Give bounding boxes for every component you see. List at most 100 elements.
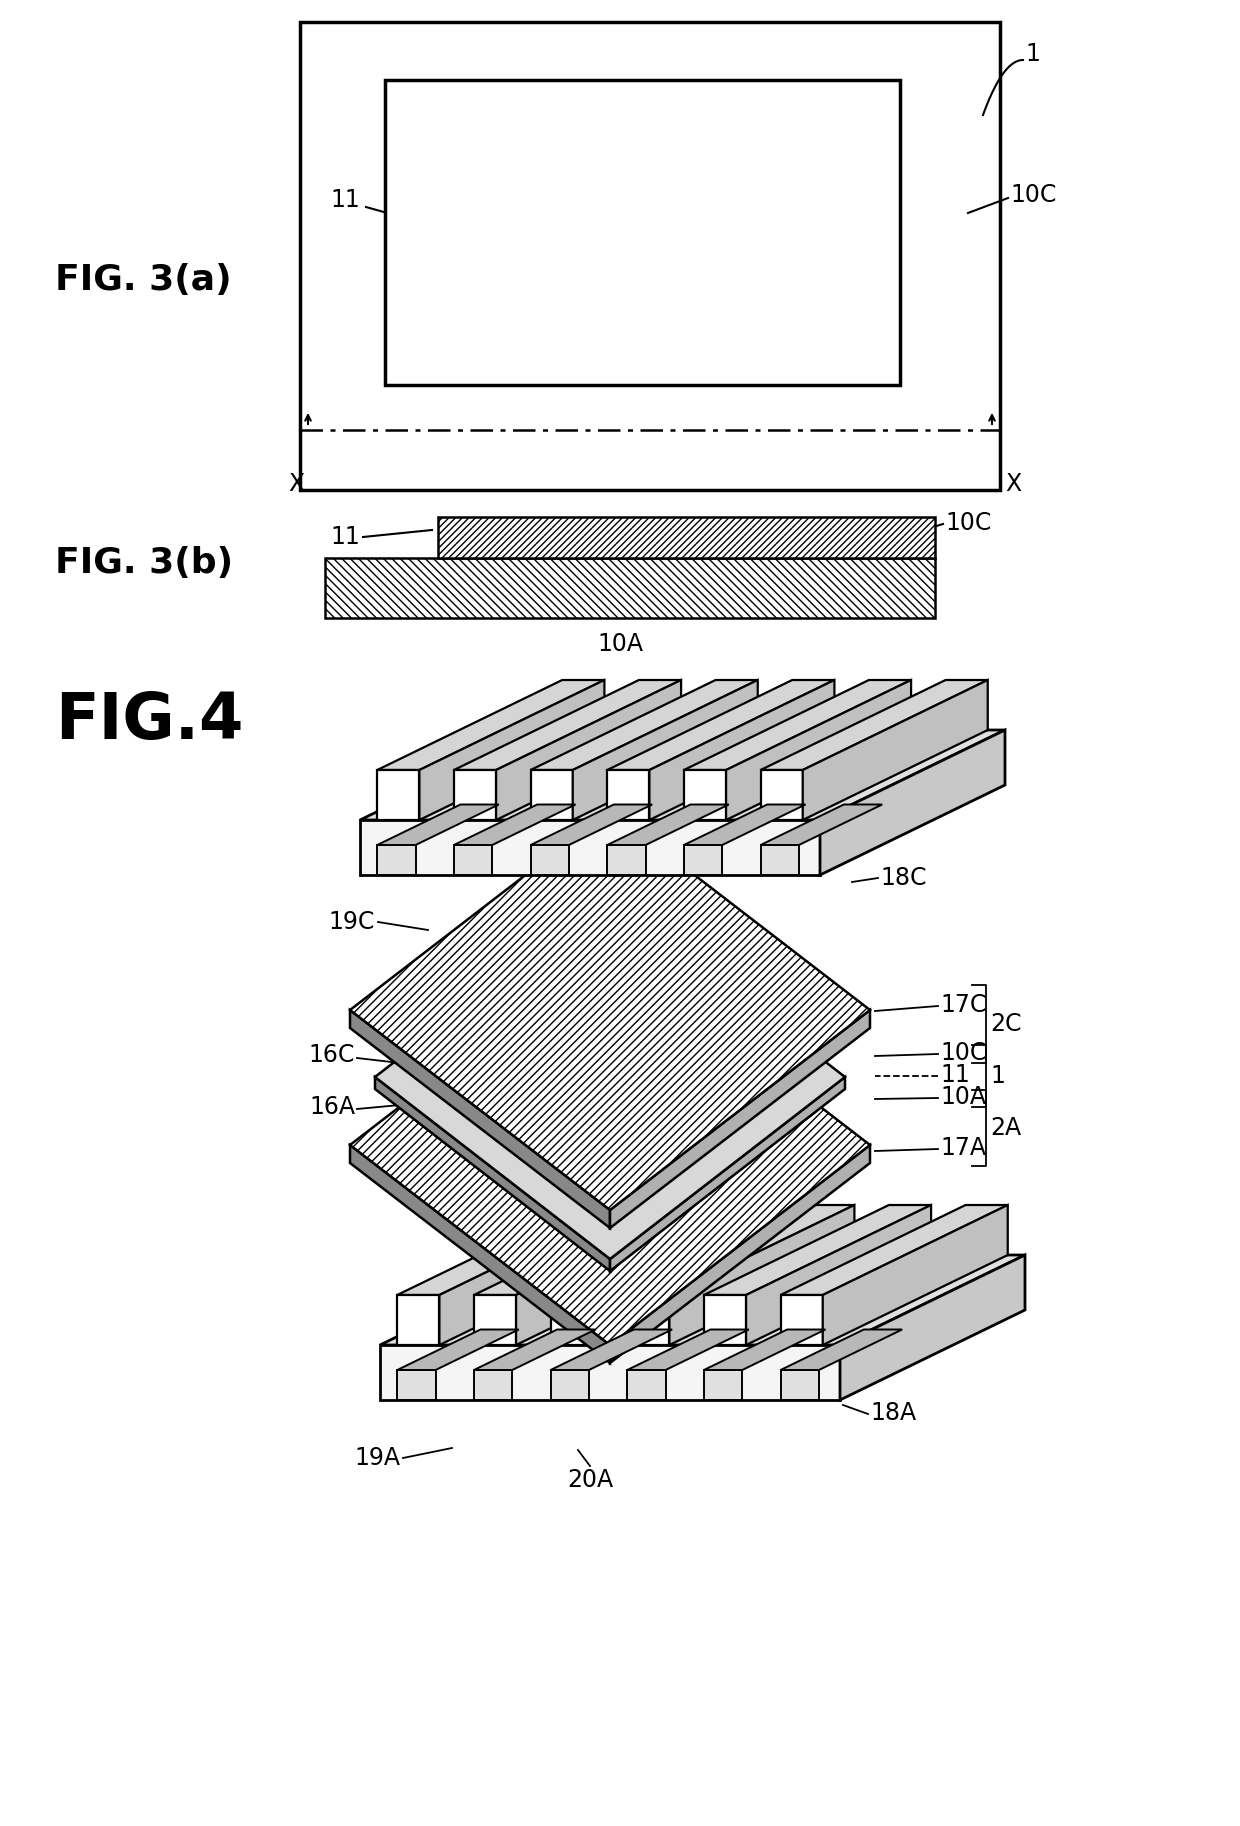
Polygon shape bbox=[551, 1370, 589, 1401]
Polygon shape bbox=[627, 1295, 670, 1346]
Polygon shape bbox=[377, 805, 498, 845]
Text: 17A: 17A bbox=[940, 1136, 986, 1160]
Polygon shape bbox=[454, 679, 681, 771]
Polygon shape bbox=[350, 811, 870, 1211]
Text: FIG.4: FIG.4 bbox=[55, 690, 243, 752]
Polygon shape bbox=[684, 771, 727, 820]
Polygon shape bbox=[684, 679, 911, 771]
Text: 2A: 2A bbox=[990, 1116, 1021, 1139]
Polygon shape bbox=[627, 1205, 854, 1295]
Polygon shape bbox=[608, 845, 646, 875]
Text: 3: 3 bbox=[800, 789, 815, 813]
Polygon shape bbox=[610, 1097, 815, 1271]
Polygon shape bbox=[405, 897, 815, 1212]
Polygon shape bbox=[531, 805, 652, 845]
Polygon shape bbox=[608, 679, 835, 771]
Polygon shape bbox=[531, 845, 569, 875]
Bar bbox=[300, 22, 999, 489]
Polygon shape bbox=[360, 820, 820, 875]
Text: 10A: 10A bbox=[940, 1085, 986, 1108]
Polygon shape bbox=[374, 1077, 610, 1271]
Polygon shape bbox=[704, 1295, 746, 1346]
Polygon shape bbox=[454, 845, 492, 875]
Polygon shape bbox=[350, 1010, 610, 1229]
Polygon shape bbox=[379, 1254, 1025, 1346]
Bar bbox=[325, 559, 935, 617]
Polygon shape bbox=[551, 1295, 593, 1346]
Polygon shape bbox=[419, 679, 604, 820]
Text: 11: 11 bbox=[940, 1063, 970, 1086]
Text: 10A: 10A bbox=[596, 632, 644, 656]
Polygon shape bbox=[839, 1254, 1025, 1401]
Text: 10C: 10C bbox=[1011, 183, 1056, 206]
Polygon shape bbox=[781, 1329, 903, 1370]
Polygon shape bbox=[823, 1205, 1008, 1346]
Polygon shape bbox=[608, 771, 650, 820]
Polygon shape bbox=[474, 1295, 516, 1346]
Polygon shape bbox=[405, 1097, 610, 1271]
Text: FIG. 3(b): FIG. 3(b) bbox=[55, 546, 233, 581]
Polygon shape bbox=[610, 1077, 844, 1271]
Polygon shape bbox=[704, 1329, 826, 1370]
Polygon shape bbox=[760, 805, 882, 845]
Polygon shape bbox=[608, 805, 729, 845]
Polygon shape bbox=[350, 1145, 610, 1362]
Polygon shape bbox=[610, 1055, 815, 1227]
Polygon shape bbox=[350, 946, 870, 1346]
Polygon shape bbox=[760, 771, 802, 820]
Text: FIG. 3(a): FIG. 3(a) bbox=[55, 263, 232, 298]
Polygon shape bbox=[820, 730, 1004, 875]
Polygon shape bbox=[551, 1329, 672, 1370]
Polygon shape bbox=[360, 730, 1004, 820]
Polygon shape bbox=[377, 845, 415, 875]
Text: 20A: 20A bbox=[567, 1468, 613, 1492]
Text: 19A: 19A bbox=[353, 1446, 401, 1470]
Polygon shape bbox=[496, 679, 681, 820]
Polygon shape bbox=[397, 1370, 435, 1401]
Text: 16C: 16C bbox=[309, 1043, 355, 1066]
Polygon shape bbox=[405, 940, 815, 1256]
Polygon shape bbox=[474, 1370, 512, 1401]
Polygon shape bbox=[781, 1295, 823, 1346]
Text: 18A: 18A bbox=[870, 1401, 916, 1424]
Text: 17C: 17C bbox=[940, 993, 986, 1017]
Text: X: X bbox=[288, 471, 304, 497]
Polygon shape bbox=[684, 845, 722, 875]
Polygon shape bbox=[610, 1145, 870, 1362]
Polygon shape bbox=[474, 1205, 701, 1295]
Text: 20C: 20C bbox=[373, 825, 420, 849]
Polygon shape bbox=[405, 1055, 610, 1227]
Polygon shape bbox=[551, 1205, 777, 1295]
Text: 1: 1 bbox=[990, 1065, 1004, 1088]
Text: 10C: 10C bbox=[945, 511, 991, 535]
Polygon shape bbox=[593, 1205, 777, 1346]
Polygon shape bbox=[516, 1205, 701, 1346]
Polygon shape bbox=[760, 845, 799, 875]
Text: 2C: 2C bbox=[990, 1012, 1022, 1035]
Polygon shape bbox=[704, 1205, 931, 1295]
Polygon shape bbox=[397, 1329, 518, 1370]
Polygon shape bbox=[610, 1010, 870, 1229]
Polygon shape bbox=[379, 1346, 839, 1401]
Text: 18C: 18C bbox=[880, 866, 926, 889]
Polygon shape bbox=[781, 1370, 818, 1401]
Polygon shape bbox=[377, 771, 419, 820]
Bar bbox=[384, 80, 900, 385]
Polygon shape bbox=[781, 1205, 1008, 1295]
Polygon shape bbox=[684, 805, 806, 845]
Polygon shape bbox=[704, 1370, 743, 1401]
Polygon shape bbox=[374, 895, 844, 1258]
Text: 11: 11 bbox=[330, 188, 360, 212]
Polygon shape bbox=[802, 679, 988, 820]
Bar bbox=[438, 517, 935, 559]
Text: 10C: 10C bbox=[940, 1041, 986, 1065]
Polygon shape bbox=[531, 771, 573, 820]
Polygon shape bbox=[670, 1205, 854, 1346]
Polygon shape bbox=[627, 1370, 666, 1401]
Polygon shape bbox=[573, 679, 758, 820]
Polygon shape bbox=[474, 1329, 595, 1370]
Polygon shape bbox=[397, 1205, 625, 1295]
Polygon shape bbox=[627, 1329, 749, 1370]
Text: 16A: 16A bbox=[309, 1096, 355, 1119]
Polygon shape bbox=[760, 679, 988, 771]
